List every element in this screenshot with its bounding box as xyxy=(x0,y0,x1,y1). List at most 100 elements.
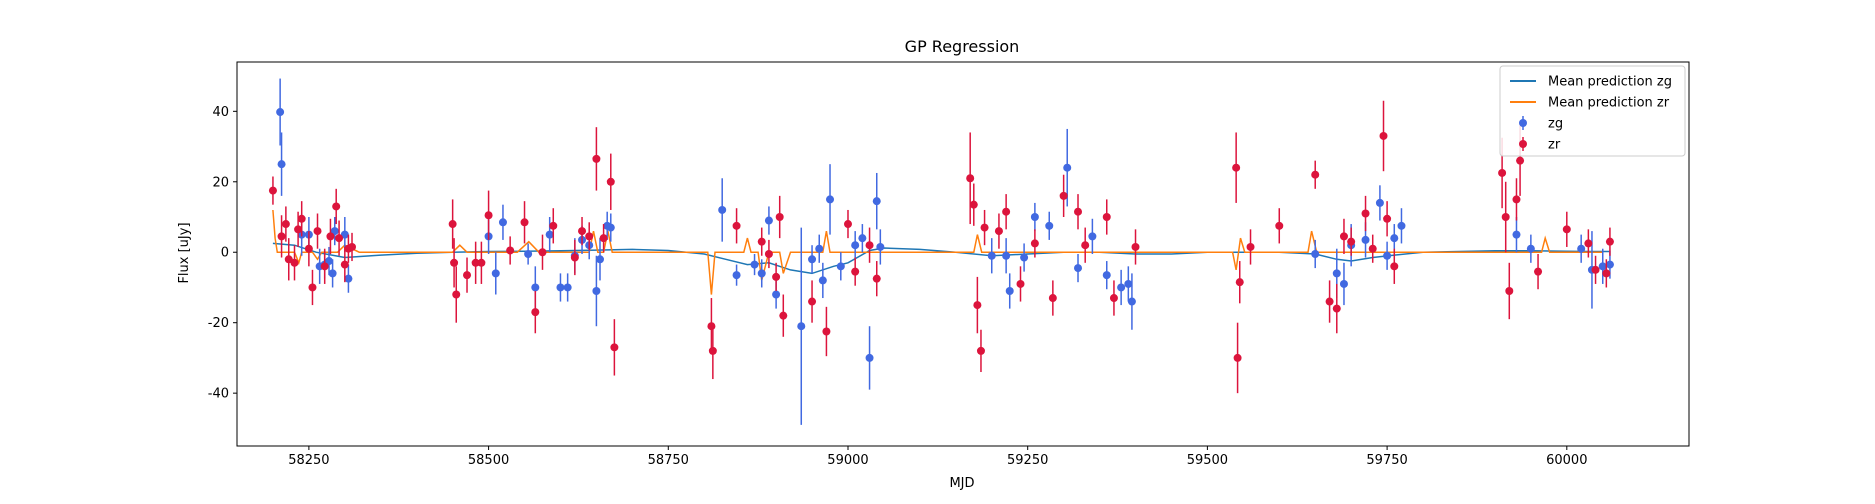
y-axis-label: Flux [uJy] xyxy=(177,222,192,283)
series-line-mean-prediction-zg xyxy=(272,242,1610,275)
data-point-zr xyxy=(851,267,860,276)
data-point-zg xyxy=(1311,250,1320,258)
legend-box xyxy=(1499,65,1686,157)
data-point-zg xyxy=(1124,279,1133,288)
data-point-zr xyxy=(1030,239,1039,248)
x-tick-label: 60000 xyxy=(1546,453,1587,468)
data-point-zr xyxy=(1390,262,1399,271)
data-point-zr xyxy=(1383,214,1392,223)
data-point-zr xyxy=(477,258,486,267)
data-point-zg xyxy=(1375,198,1384,207)
data-point-zr xyxy=(1379,131,1388,140)
data-point-zr xyxy=(268,186,277,195)
data-point-zr xyxy=(1275,221,1284,230)
data-point-zr xyxy=(865,241,874,250)
chart-title: GP Regression xyxy=(905,37,1020,56)
data-point-zr xyxy=(578,227,587,236)
data-point-zg xyxy=(491,269,500,278)
data-point-zr xyxy=(1339,232,1348,241)
data-point-zg xyxy=(865,353,874,362)
data-point-zg xyxy=(1577,244,1586,253)
data-point-zr xyxy=(1501,213,1510,222)
data-point-zg xyxy=(757,269,766,278)
data-point-zg xyxy=(524,250,533,258)
data-point-zr xyxy=(1498,168,1507,177)
data-point-zr xyxy=(822,327,831,336)
data-point-zg xyxy=(987,251,996,260)
data-point-zg xyxy=(1605,260,1614,269)
data-point-zr xyxy=(1131,242,1140,251)
data-point-zr xyxy=(779,311,788,320)
data-point-zr xyxy=(757,237,766,246)
data-point-zr xyxy=(707,322,716,331)
data-point-zr xyxy=(1311,170,1320,179)
plot-frame xyxy=(236,61,1690,447)
data-point-zg xyxy=(1030,213,1039,222)
data-point-zr xyxy=(348,242,357,251)
legend-marker-swatch xyxy=(1519,140,1527,148)
data-point-zr xyxy=(326,232,335,241)
data-point-zg xyxy=(772,290,781,299)
y-tick-label: 20 xyxy=(212,175,229,190)
data-point-zg xyxy=(815,244,824,253)
data-point-zr xyxy=(610,343,619,352)
data-point-zg xyxy=(1598,262,1607,271)
data-point-zg xyxy=(1002,251,1011,260)
data-point-zg xyxy=(764,216,773,225)
data-point-zg xyxy=(1102,271,1111,280)
data-point-zg xyxy=(1088,232,1097,241)
data-point-zr xyxy=(1232,163,1241,172)
data-point-zg xyxy=(330,227,339,236)
data-point-zr xyxy=(304,244,313,253)
x-tick-label: 58250 xyxy=(288,453,329,468)
data-point-zg xyxy=(1512,230,1521,239)
data-point-zr xyxy=(872,274,881,283)
x-tick-label: 59000 xyxy=(827,453,868,468)
data-point-zg xyxy=(556,283,565,292)
data-point-zr xyxy=(297,214,306,223)
data-point-zg xyxy=(732,271,741,280)
x-tick-label: 59250 xyxy=(1007,453,1048,468)
data-point-zg xyxy=(592,286,601,295)
data-point-zg xyxy=(545,230,554,239)
data-point-zr xyxy=(1602,269,1611,278)
data-point-zg xyxy=(818,276,827,285)
data-point-zr xyxy=(277,232,286,241)
data-point-zr xyxy=(1102,213,1111,222)
data-point-zr xyxy=(294,225,303,234)
data-point-zr xyxy=(308,283,317,292)
data-point-zr xyxy=(1584,239,1593,248)
data-point-zr xyxy=(1109,294,1118,303)
ticks-layer: 58250 58500 58750 59000 59250 59500 59750 60000… xyxy=(208,105,1588,468)
legend-label: zr xyxy=(1548,138,1561,153)
data-point-zg xyxy=(1383,251,1392,260)
data-point-zg xyxy=(1005,286,1014,295)
data-point-zr xyxy=(966,174,975,183)
x-tick-label: 58500 xyxy=(468,453,509,468)
data-point-zr xyxy=(471,258,480,267)
data-point-zg xyxy=(1020,253,1029,262)
y-tick-label: -40 xyxy=(208,387,229,402)
data-point-zr xyxy=(1505,286,1514,295)
data-point-zr xyxy=(1605,237,1614,246)
data-point-zg xyxy=(1074,264,1083,273)
data-point-zg xyxy=(872,197,881,206)
data-point-zr xyxy=(592,154,601,163)
data-point-zg xyxy=(1127,297,1136,306)
data-point-zg xyxy=(1361,235,1370,244)
data-point-zg xyxy=(344,274,353,283)
data-point-zg xyxy=(718,205,727,214)
data-point-zr xyxy=(1368,244,1377,253)
data-point-zr xyxy=(284,255,293,264)
data-point-zr xyxy=(1074,207,1083,216)
data-point-zr xyxy=(1235,278,1244,287)
data-point-zg xyxy=(531,283,540,292)
data-point-zg xyxy=(596,255,604,264)
data-point-zr xyxy=(764,250,773,258)
data-point-zr xyxy=(969,200,978,209)
data-point-zr xyxy=(976,346,985,355)
legend: Mean prediction zg Mean prediction zr zg zr xyxy=(1499,65,1686,157)
data-point-zr xyxy=(320,262,329,271)
data-point-zr xyxy=(1081,241,1090,250)
